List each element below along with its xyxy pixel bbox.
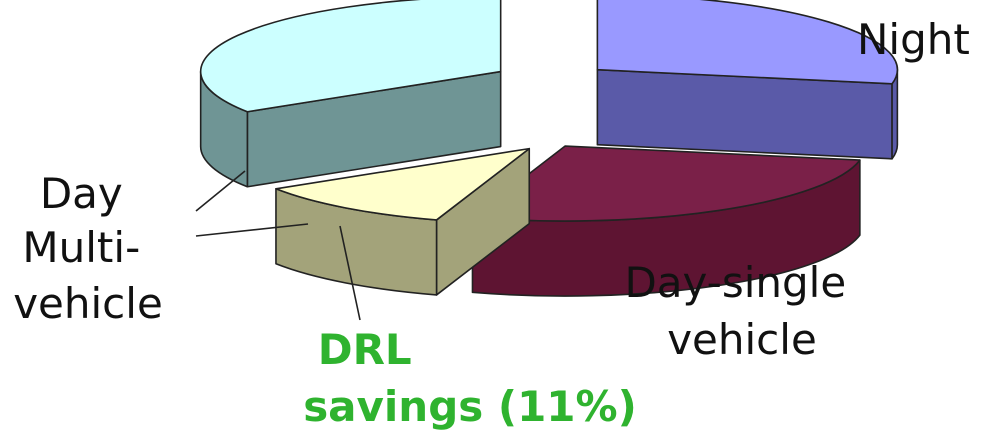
leader-line-day-multi-lower [195, 223, 309, 237]
label-drl-line-1: DRL [318, 325, 412, 374]
slice-drl [275, 147, 531, 296]
leader-line-day-multi-upper [195, 170, 246, 212]
slice-day_multi-top-face [199, 0, 502, 113]
leader-lines [195, 170, 361, 321]
label-drl-line-2: savings (11%) [303, 382, 637, 431]
slice-drl-top-face [275, 147, 531, 221]
label-day-single-line-2: vehicle [667, 315, 817, 364]
label-night: Night [857, 15, 970, 64]
pie-slices [199, 0, 899, 297]
slice-day_single [471, 145, 861, 297]
slice-day_multi [199, 0, 502, 188]
label-day-multi-line-2: Multi- [22, 223, 140, 272]
leader-line-drl [339, 225, 361, 321]
slice-night [596, 0, 899, 160]
label-drl-savings: DRL savings (11%) [303, 325, 637, 431]
label-night-line-1: Night [857, 15, 970, 64]
label-day-multi-line-3: vehicle [13, 279, 163, 328]
slice-night-top-face [596, 0, 899, 85]
label-day-multi-line-1: Day [40, 169, 123, 218]
slice-day_single-top-face [471, 145, 861, 222]
label-day-single-vehicle: Day-single vehicle [624, 258, 859, 364]
label-day-single-line-1: Day-single [624, 258, 846, 307]
label-day-multi-vehicle: Day Multi- vehicle [13, 169, 163, 328]
slice-labels: Night Day-single vehicle Day Multi- vehi… [13, 15, 970, 431]
slice-night-cut-face-1 [596, 68, 893, 160]
